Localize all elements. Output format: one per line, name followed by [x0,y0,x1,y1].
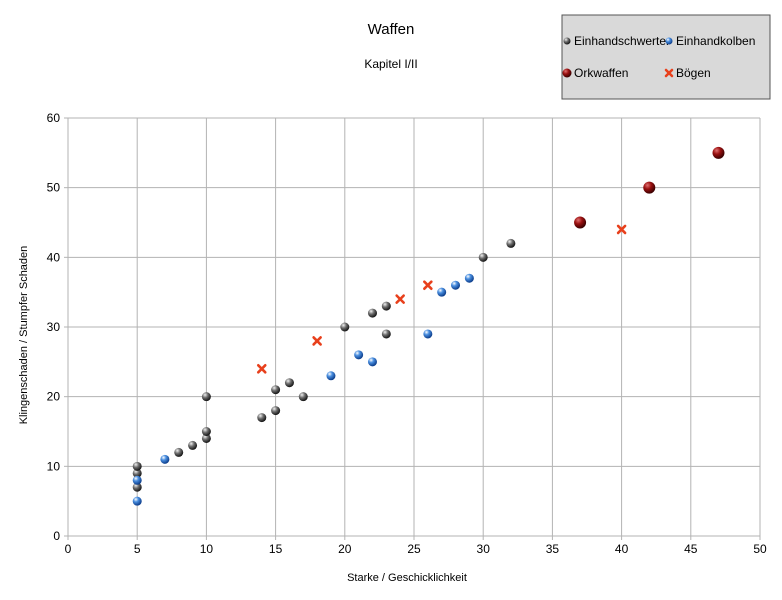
point-einhandschwerter [381,301,391,311]
point-einhandschwerter [478,252,488,262]
legend-marker-b-gen [664,68,674,78]
y-tick-label: 30 [47,320,61,334]
y-axis-title: Klingenschaden / Stumpfer Schaden [18,246,30,425]
y-tick-label: 60 [47,111,61,125]
cross-stroke [423,280,433,291]
point-b-gen [423,280,433,291]
point-einhandkolben [354,350,364,360]
x-tick-label: 50 [753,542,767,556]
point-einhandschwerter [271,406,281,416]
x-tick-label: 15 [269,542,283,556]
x-tick-labels: 0 5 10 15 20 25 30 35 40 45 50 [65,542,767,556]
legend-label-einhandschwerter: Einhandschwerter [574,34,670,48]
cross-stroke [616,224,627,235]
point-einhandkolben [451,280,461,290]
point-einhandschwerter [381,329,391,339]
point-orkwaffen [643,181,656,194]
point-b-gen [312,336,322,346]
point-einhandkolben [132,475,142,485]
x-tick-label: 30 [477,542,491,556]
legend-marker-einhandkolben [665,37,673,45]
chart-title: Waffen [368,21,415,38]
legend-label-orkwaffen: Orkwaffen [574,66,628,80]
point-einhandkolben [437,287,447,297]
chart-subtitle: Kapitel I/II [364,57,417,71]
point-einhandschwerter [174,447,184,457]
point-einhandschwerter [132,461,142,471]
point-einhandschwerter [298,392,308,402]
point-b-gen [616,224,627,235]
point-einhandkolben [423,329,433,339]
point-einhandschwerter [132,468,142,478]
point-einhandkolben [326,371,336,381]
point-einhandkolben [160,454,170,464]
legend-box [561,14,771,100]
y-tick-label: 0 [53,529,60,543]
point-orkwaffen [574,216,587,229]
legend-label-einhandkolben: Einhandkolben [676,34,755,48]
x-tick-label: 0 [65,542,72,556]
cross-stroke [256,363,267,374]
cross-stroke [395,294,405,304]
cross-stroke [664,68,674,78]
y-tick-labels: 0 10 20 30 40 50 60 [47,111,61,543]
point-einhandschwerter [257,413,267,423]
point-orkwaffen [712,146,725,159]
point-einhandschwerter [367,308,377,318]
x-tick-label: 20 [338,542,352,556]
y-tick-label: 40 [47,250,61,264]
point-einhandschwerter [506,238,516,248]
point-b-gen [256,363,267,374]
x-tick-label: 5 [134,542,141,556]
point-einhandschwerter [201,427,211,436]
cross-stroke [312,336,322,346]
point-einhandkolben [367,357,377,367]
axes [64,117,761,540]
x-axis-title: Starke / Geschicklichkeit [347,572,467,584]
legend-marker-einhandschwerter [563,37,571,45]
y-tick-label: 20 [47,390,61,404]
y-tick-label: 50 [47,181,61,195]
x-tick-label: 40 [615,542,629,556]
y-tick-label: 10 [47,459,61,473]
point-einhandkolben [132,496,142,506]
point-einhandschwerter [340,322,350,332]
x-tick-label: 35 [546,542,560,556]
point-einhandschwerter [132,482,142,492]
legend-label-b-gen: Bögen [676,66,711,80]
point-einhandschwerter [271,385,281,395]
legend: Einhandschwerter Einhandkolben Orkwaffen Bö… [561,14,771,100]
data-points [132,146,725,506]
gridlines [68,117,761,536]
point-b-gen [395,294,405,304]
x-tick-label: 25 [407,542,421,556]
x-tick-label: 45 [684,542,698,556]
x-tick-label: 10 [200,542,214,556]
legend-marker-orkwaffen [562,68,572,78]
point-einhandkolben [464,273,474,283]
point-einhandschwerter [188,440,198,450]
point-einhandschwerter [201,392,211,402]
point-einhandschwerter [201,433,211,443]
point-einhandschwerter [284,378,294,388]
